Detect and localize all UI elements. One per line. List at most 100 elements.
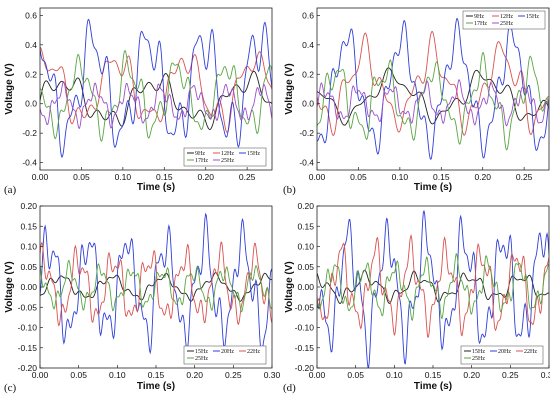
panel-c: 0.00 0.05 0.10 0.15 0.20 0.25 0.30 -0.20 -0.15 -0… [4, 201, 281, 394]
legend-label-17hz: 17Hz [195, 158, 208, 164]
y-axis-title: Voltage (V) [4, 261, 15, 312]
y-tick-label: 0.15 [297, 221, 314, 231]
y-tick-label: 0.05 [20, 262, 37, 272]
y-tick-label: -0.15 [295, 343, 315, 353]
x-axis-title: Time (s) [137, 182, 175, 193]
x-axis-title: Time (s) [414, 182, 452, 193]
plot-frame [39, 205, 273, 369]
legend-label-22hz: 22Hz [247, 349, 260, 355]
legend-label-22hz: 22Hz [524, 349, 537, 355]
x-tick-label: 0.00 [32, 172, 49, 182]
x-tick-label: 0.25 [502, 370, 519, 380]
y-axis-title: Voltage (V) [284, 261, 295, 312]
series-line-20hz [40, 212, 272, 355]
y-axis-title: Voltage (V) [4, 63, 15, 114]
y-tick-label: -0.2 [22, 128, 37, 138]
panel-label: (a) [4, 184, 17, 196]
x-tick-label: 0.10 [109, 370, 126, 380]
legend: 15Hz 20Hz 22Hz 25Hz [183, 345, 267, 365]
legend-label-9hz: 9Hz [474, 14, 484, 20]
y-tick-label: 0.2 [25, 69, 37, 79]
legend-label-25hz: 25Hz [500, 21, 513, 27]
y-tick-label: -0.10 [295, 323, 315, 333]
x-tick-label: 0.00 [309, 370, 326, 380]
x-tick-label: 0.30 [541, 370, 550, 380]
legend-label-12hz: 12Hz [500, 14, 513, 20]
series-line-25hz [317, 252, 549, 321]
y-tick-label: 0.20 [20, 201, 37, 211]
legend-label-15hz: 15Hz [472, 349, 485, 355]
x-tick-label: 0.10 [115, 172, 132, 182]
y-tick-label: 0.4 [25, 40, 37, 50]
x-tick-label: 0.15 [156, 172, 173, 182]
x-tick-label: 0.25 [239, 172, 256, 182]
legend-label-20hz: 20Hz [498, 349, 511, 355]
y-tick-label: -0.15 [18, 343, 38, 353]
series-line-20hz [317, 210, 549, 368]
series-line-25hz [40, 81, 272, 130]
series-line-15hz [40, 18, 272, 158]
y-tick-label: -0.05 [295, 302, 315, 312]
legend: 9Hz 12Hz 15Hz 17Hz 25Hz [462, 10, 546, 30]
y-tick-label: 0.05 [297, 262, 314, 272]
series-line-17hz [317, 51, 549, 151]
x-tick-label: 0.00 [32, 370, 49, 380]
x-tick-label: 0.05 [350, 172, 367, 182]
legend-label-15hz: 15Hz [195, 349, 208, 355]
y-tick-label: 0.00 [20, 282, 37, 292]
legend-label-25hz: 25Hz [195, 356, 208, 362]
x-tick-label: 0.00 [309, 172, 326, 182]
y-tick-label: 0.15 [20, 221, 37, 231]
x-tick-label: 0.20 [474, 172, 491, 182]
x-axis-title: Time (s) [137, 381, 175, 392]
panel-a: 0.00 0.05 0.10 0.15 0.20 0.25 -0.4 -0.2 0.0 0.2 0.… [4, 7, 273, 196]
legend: 9Hz 12Hz 15Hz 17Hz 25Hz [183, 147, 267, 167]
x-tick-label: 0.10 [386, 370, 403, 380]
y-tick-label: 0.6 [302, 10, 314, 20]
series-line-17hz [40, 49, 272, 142]
x-tick-label: 0.05 [347, 370, 364, 380]
x-tick-label: 0.20 [463, 370, 480, 380]
series-line-25hz [40, 259, 272, 313]
y-tick-label: 0.10 [297, 242, 314, 252]
y-tick-label: -0.4 [299, 158, 314, 168]
series-line-12hz [317, 30, 549, 136]
y-tick-label: 0.0 [302, 99, 314, 109]
x-tick-label: 0.20 [197, 172, 214, 182]
legend-label-15hz: 15Hz [526, 14, 539, 20]
plot-frame [39, 7, 273, 171]
panel-label: (c) [4, 382, 17, 394]
panel-b: 0.00 0.05 0.10 0.15 0.20 0.25 -0.4 -0.2 0.0 0.2 0.… [283, 7, 550, 196]
y-tick-label: 0.6 [25, 10, 37, 20]
y-tick-label: -0.05 [18, 302, 38, 312]
series-line-9hz [40, 70, 272, 130]
series-line-12hz [40, 46, 272, 133]
x-tick-label: 0.05 [73, 172, 90, 182]
y-tick-label: 0.20 [297, 201, 314, 211]
panel-d: 0.00 0.05 0.10 0.15 0.20 0.25 0.30 -0.20 -0.15 -0… [283, 201, 550, 394]
y-tick-label: -0.4 [22, 158, 37, 168]
x-axis-title: Time (s) [414, 381, 452, 392]
legend-label-17hz: 17Hz [474, 21, 487, 27]
series-line-9hz [317, 67, 549, 126]
legend-label-20hz: 20Hz [221, 349, 234, 355]
x-tick-label: 0.25 [516, 172, 533, 182]
legend-label-15hz: 15Hz [247, 151, 260, 157]
panel-label: (d) [283, 382, 296, 394]
series-line-25hz [317, 79, 549, 127]
x-tick-label: 0.15 [425, 370, 442, 380]
x-tick-label: 0.15 [148, 370, 165, 380]
x-tick-label: 0.05 [70, 370, 87, 380]
y-tick-label: 0.0 [25, 99, 37, 109]
legend-label-25hz: 25Hz [472, 356, 485, 362]
x-tick-label: 0.30 [264, 370, 281, 380]
plot-frame [316, 7, 550, 171]
y-tick-label: -0.2 [299, 128, 314, 138]
y-axis-title: Voltage (V) [284, 63, 295, 114]
y-tick-label: -0.20 [295, 363, 315, 373]
legend-label-25hz: 25Hz [221, 158, 234, 164]
y-tick-label: 0.4 [302, 40, 314, 50]
legend-label-12hz: 12Hz [221, 151, 234, 157]
y-tick-label: -0.10 [18, 323, 38, 333]
